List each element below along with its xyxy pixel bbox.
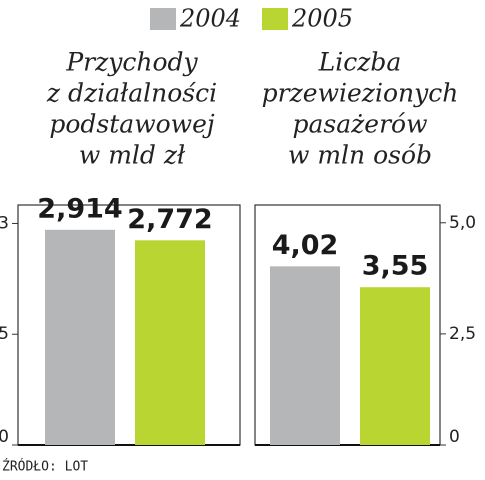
chart-title: Przychody	[65, 48, 198, 77]
chart-title: podstawowej	[49, 110, 214, 139]
y-tick-label: 5,0	[449, 213, 476, 233]
chart-title: przewiezionych	[262, 79, 459, 108]
y-tick-label: 2,5	[449, 324, 476, 344]
chart-title: w mln osób	[288, 141, 432, 170]
value-label: 2,914	[37, 193, 122, 224]
chart-title: Liczba	[318, 48, 402, 77]
chart-title: w mld zł	[79, 141, 186, 170]
legend-label: 2005	[291, 5, 353, 33]
value-label: 4,02	[272, 230, 339, 261]
legend-swatch	[150, 8, 176, 30]
legend-label: 2004	[179, 5, 241, 33]
y-tick-label: 3	[0, 213, 9, 233]
value-label: 3,55	[362, 251, 429, 282]
source: ŹRÓDŁO: LOT	[2, 459, 88, 475]
bar	[270, 266, 340, 445]
chart-title: pasażerów	[292, 110, 427, 139]
value-label: 2,772	[127, 204, 212, 235]
y-tick-label: 0	[0, 427, 9, 447]
chart-title: z działalności	[46, 79, 217, 108]
bar	[45, 229, 115, 445]
y-tick-label: 0	[449, 427, 460, 447]
bar	[360, 287, 430, 445]
legend-swatch	[262, 8, 288, 30]
bar	[135, 240, 205, 445]
y-tick-label: 1,5	[0, 324, 9, 344]
